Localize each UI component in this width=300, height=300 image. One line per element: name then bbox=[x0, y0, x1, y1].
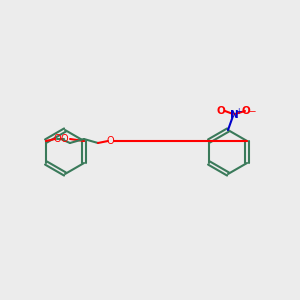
Text: O: O bbox=[53, 134, 61, 144]
Text: −: − bbox=[248, 106, 256, 116]
Text: +: + bbox=[235, 106, 241, 116]
Text: O: O bbox=[60, 134, 68, 144]
Text: O: O bbox=[242, 106, 250, 116]
Text: N: N bbox=[230, 110, 238, 120]
Text: O: O bbox=[106, 136, 114, 146]
Text: O: O bbox=[217, 106, 225, 116]
